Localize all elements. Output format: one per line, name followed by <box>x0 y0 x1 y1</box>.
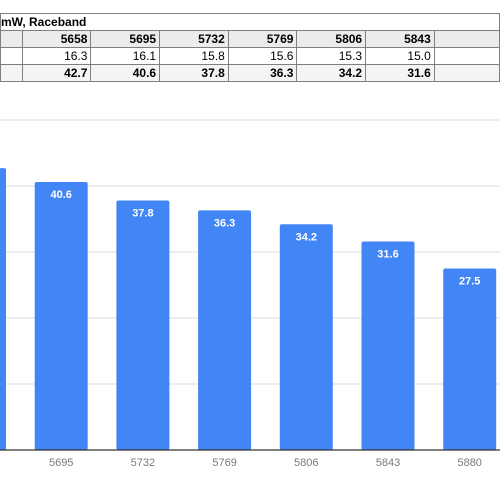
table-cell-empty <box>433 64 500 82</box>
data-label: 31.6 <box>377 248 398 260</box>
bar-5769 <box>198 210 252 450</box>
data-label: 40.6 <box>50 189 71 201</box>
x-tick-label: 5695 <box>49 457 73 469</box>
bars <box>0 168 497 451</box>
x-tick-label: 5769 <box>212 457 236 469</box>
data-label: 36.3 <box>214 217 235 229</box>
x-axis: 5695 5732 5769 5806 5843 5880 <box>0 449 500 469</box>
table-cell: 15.3 <box>296 47 367 65</box>
table-cell: 16.3 <box>21 47 92 65</box>
table-cell: 34.2 <box>296 64 367 82</box>
bar-5843 <box>361 241 415 450</box>
data-label: 27.5 <box>459 276 480 288</box>
x-tick-label: 5806 <box>294 457 318 469</box>
table-row-total: 42.7 40.6 37.8 36.3 34.2 31.6 <box>0 64 500 82</box>
table-cell: 37.8 <box>159 64 229 82</box>
spec-table: mW, Raceband 5658 5695 5732 5769 5806 58… <box>0 13 500 82</box>
table-title-row: mW, Raceband <box>0 13 500 31</box>
bar-5732 <box>116 200 170 450</box>
table-row: 16.3 16.1 15.8 15.6 15.3 15.0 <box>0 47 500 65</box>
bar-5695 <box>34 182 88 451</box>
table-stub-cell <box>0 64 23 82</box>
table-title: mW, Raceband <box>0 13 500 31</box>
table-cell: 36.3 <box>227 64 298 82</box>
header-cell: 5695 <box>90 30 161 48</box>
x-tick-label: 5732 <box>131 457 155 469</box>
data-label: 37.8 <box>132 208 153 220</box>
bar-5806 <box>279 224 333 450</box>
x-tick-label: 5880 <box>457 457 481 469</box>
table-cell: 40.6 <box>90 64 161 82</box>
table-cell: 16.1 <box>90 47 161 65</box>
data-labels: 42.740.637.836.334.231.627.5 <box>50 189 480 288</box>
table-cell: 31.6 <box>365 64 435 82</box>
table-cell: 15.0 <box>365 47 435 65</box>
bar-5880 <box>443 268 497 450</box>
data-label: 34.2 <box>296 231 317 243</box>
table-cell: 42.7 <box>21 64 92 82</box>
x-tick-label: 5843 <box>376 457 400 469</box>
bar-5658 <box>0 168 6 450</box>
header-cell-empty <box>433 30 500 48</box>
